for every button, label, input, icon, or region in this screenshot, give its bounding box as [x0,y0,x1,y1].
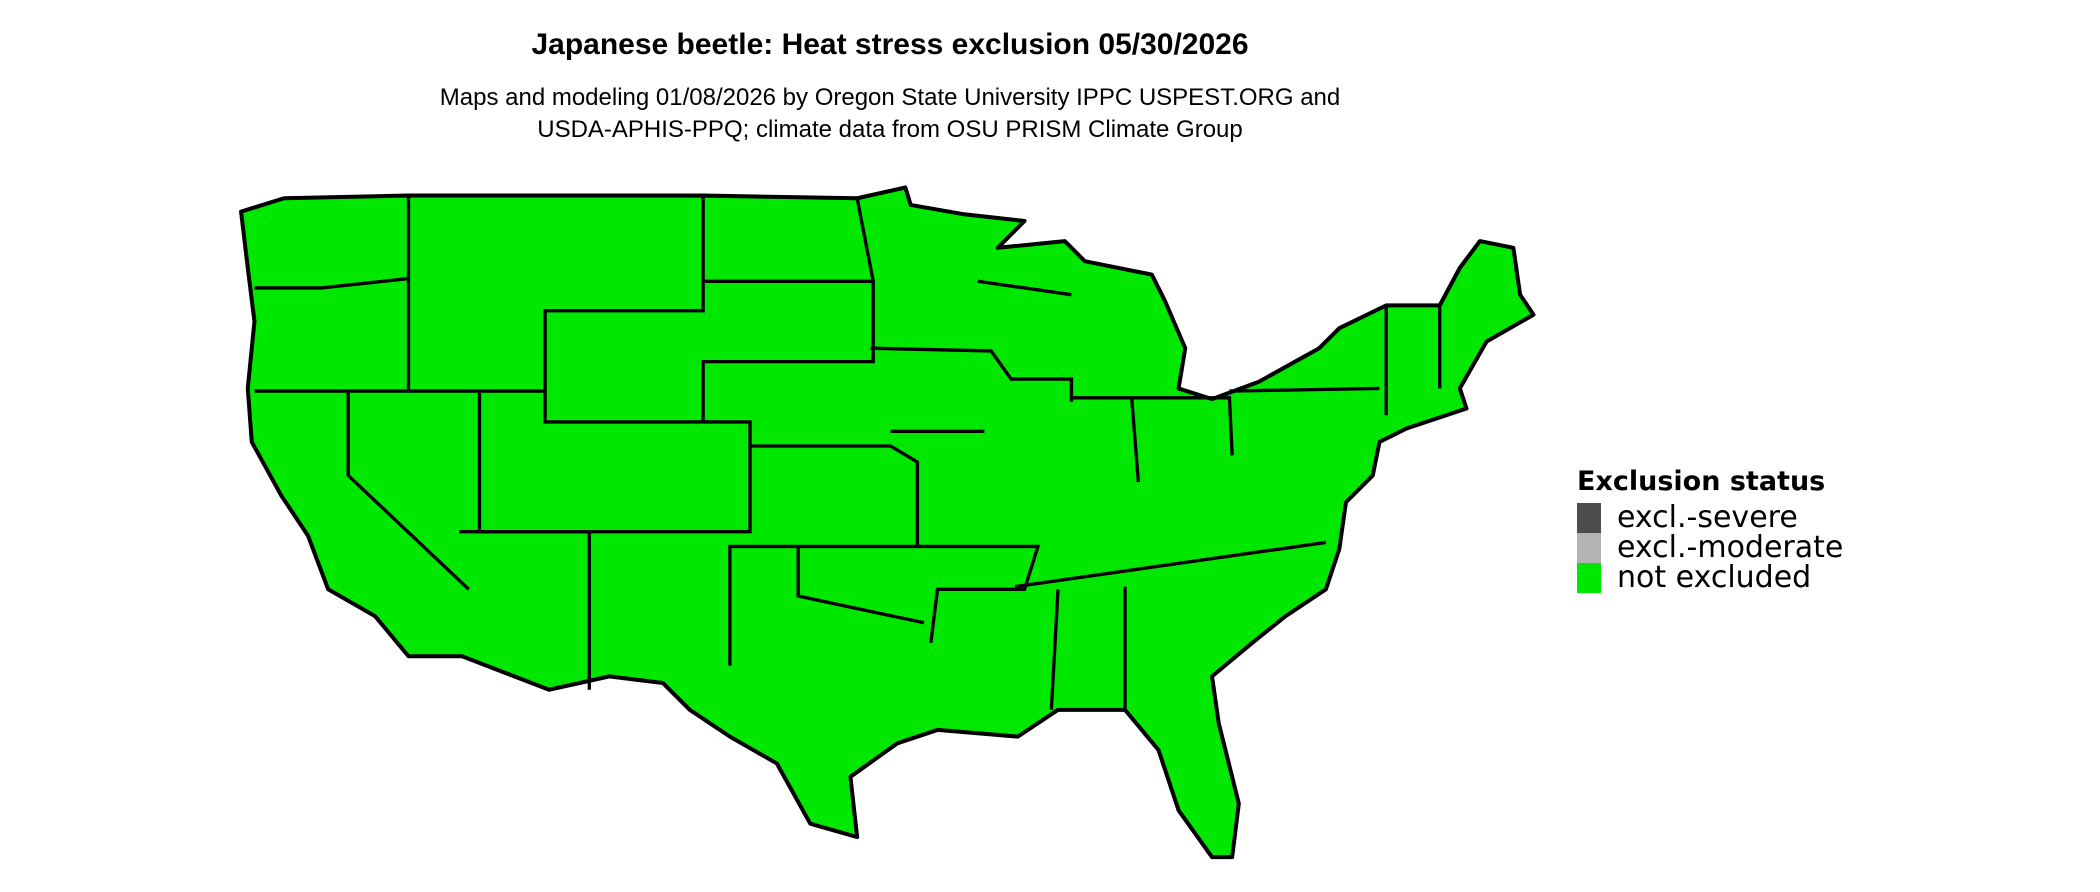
map-subtitle-line1: Maps and modeling 01/08/2026 by Oregon S… [439,84,1341,111]
legend-label: excl.-moderate [1617,530,1844,565]
state-borders [254,195,1442,710]
legend: Exclusion status excl.-severe excl.-mode… [1577,466,1843,593]
map-subtitle-line2: USDA-APHIS-PPQ; climate data from OSU PR… [537,116,1243,143]
legend-item-moderate: excl.-moderate [1577,533,1843,563]
us-outline [239,185,1536,860]
legend-swatch [1577,533,1601,563]
legend-label: excl.-severe [1617,500,1798,535]
legend-title: Exclusion status [1577,466,1826,497]
map-title: Japanese beetle: Heat stress exclusion 0… [531,28,1249,61]
legend-item-severe: excl.-severe [1577,503,1843,533]
legend-swatch [1577,563,1601,593]
legend-label: not excluded [1617,560,1812,595]
legend-item-not-excluded: not excluded [1577,563,1843,593]
legend-swatch [1577,503,1601,533]
